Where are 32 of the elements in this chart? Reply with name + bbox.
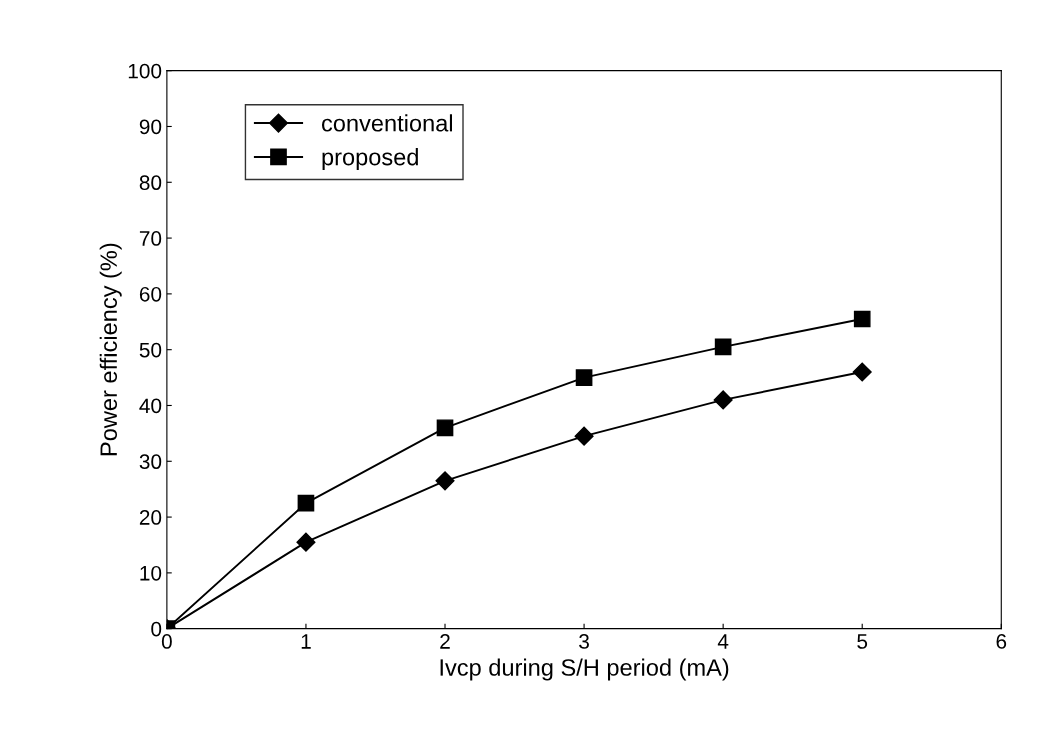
x-tick-label: 6: [996, 634, 1007, 649]
x-axis-title: Ivcp during S/H period (mA): [440, 658, 729, 681]
y-axis-title: Power efficiency (%): [99, 243, 122, 456]
point: [714, 338, 732, 356]
point: [574, 426, 594, 446]
y-tick-label: 100: [128, 63, 162, 79]
point: [297, 494, 315, 512]
y-tick-label: 60: [139, 286, 162, 302]
x-tick-label: 0: [161, 634, 172, 649]
y-tick-label: 50: [139, 342, 162, 358]
point: [436, 419, 454, 437]
y-tick-label: 10: [140, 565, 162, 581]
x-tick-label: 3: [579, 634, 589, 649]
x-tick-label: 1: [301, 634, 311, 649]
point: [575, 369, 593, 386]
point: [435, 471, 455, 491]
y-tick-label: 0: [151, 621, 162, 637]
y-tick-label: 80: [139, 175, 162, 191]
point: [852, 362, 872, 382]
point: [296, 532, 316, 552]
y-tick-label: 70: [139, 231, 162, 246]
y-tick-label: 30: [139, 454, 162, 470]
point: [853, 310, 871, 328]
x-tick-label: 5: [857, 634, 868, 649]
y-tick-label: 90: [139, 119, 162, 135]
y-tick-label: 40: [139, 398, 162, 414]
x-tick-label: 2: [440, 634, 450, 649]
x-tick-label: 4: [717, 634, 729, 649]
point: [713, 390, 733, 410]
legend-label: proposed: [322, 148, 418, 171]
y-tick-label: 20: [139, 510, 162, 525]
legend-label: conventional: [322, 114, 452, 132]
